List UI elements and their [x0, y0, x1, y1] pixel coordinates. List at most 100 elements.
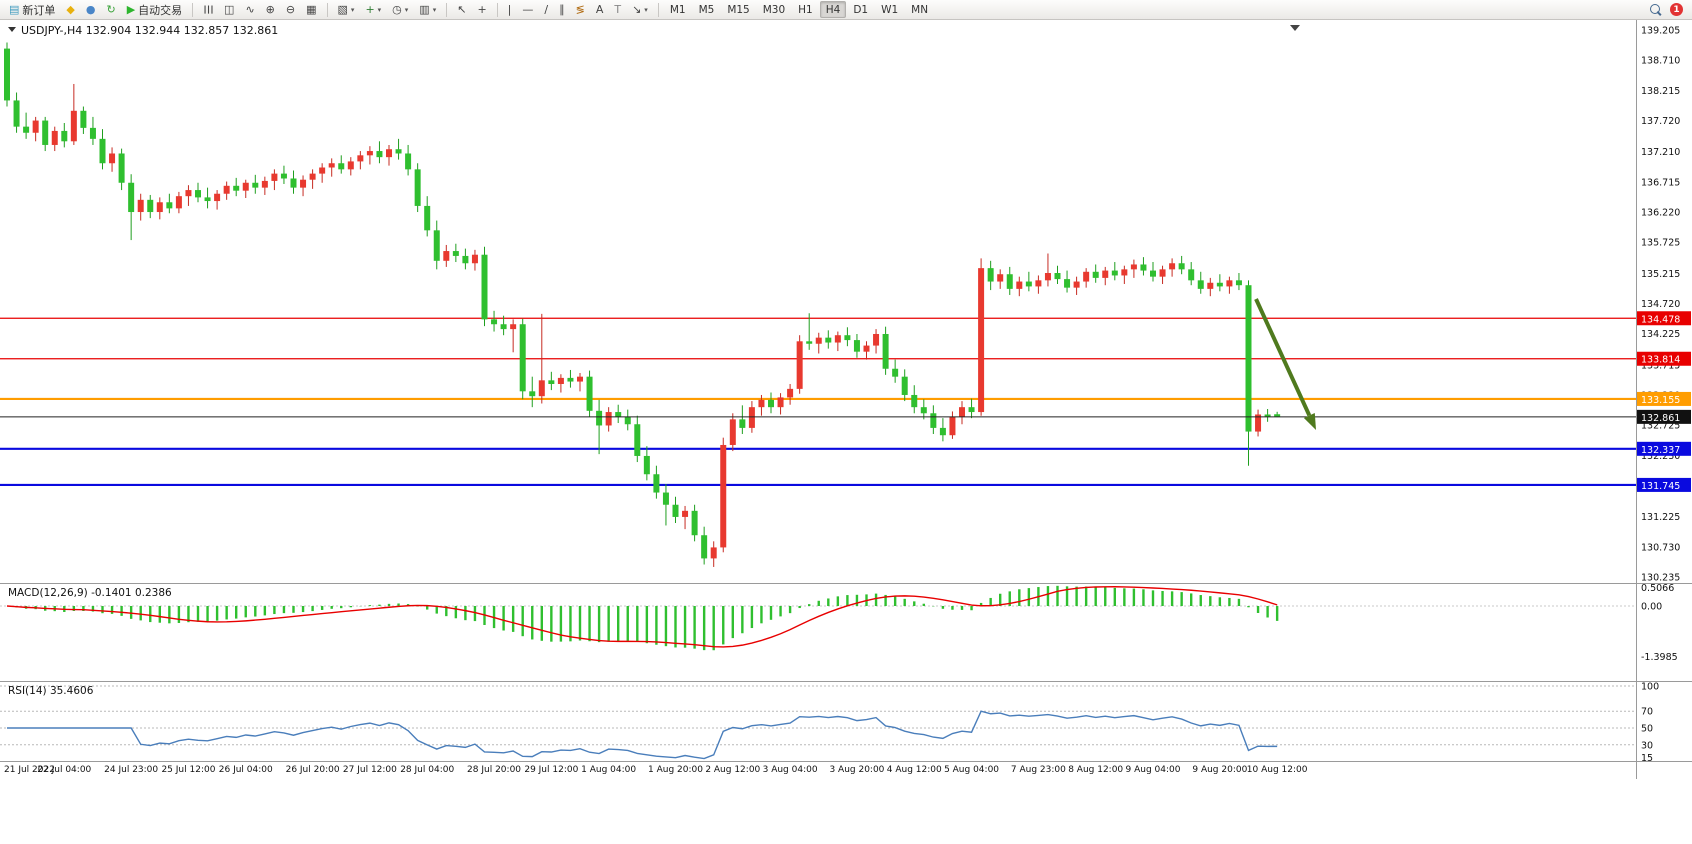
indicators-button[interactable]: + ▾ [360, 1, 386, 18]
candle-body [1216, 282, 1223, 287]
bar-chart-button[interactable]: ☰ [198, 1, 218, 18]
candle-body [491, 319, 498, 325]
refresh-button[interactable]: ↻ [101, 1, 120, 18]
trendline-button[interactable]: ∕ [539, 1, 553, 18]
candle-body [1188, 269, 1195, 281]
candle-body [720, 444, 727, 548]
channel-button[interactable]: ∥ [554, 1, 570, 18]
candle-body [1064, 279, 1071, 288]
cursor-button[interactable]: ↖ [452, 1, 471, 18]
candle-body [978, 268, 985, 413]
time-axis-label: 1 Aug 04:00 [581, 765, 636, 775]
time-axis-label: 25 Jul 12:00 [161, 765, 215, 775]
tile-windows-button[interactable]: ▦ [301, 1, 321, 18]
candle-body [538, 380, 545, 397]
candle-body [701, 535, 708, 559]
time-axis-label: 26 Jul 20:00 [286, 765, 340, 775]
candle-body [13, 100, 20, 127]
community-icon: ● [85, 3, 96, 16]
candle-body [586, 376, 593, 411]
time-axis-label: 2 Aug 12:00 [705, 765, 760, 775]
timeframe-m5-button[interactable]: M5 [698, 3, 715, 16]
crosshair-button[interactable]: + [472, 1, 491, 18]
timeframe-mn-button[interactable]: MN [911, 3, 929, 16]
candle-body [452, 251, 459, 256]
dropdown-caret-icon: ▾ [350, 5, 355, 14]
price-label-box [1637, 409, 1691, 424]
new-order-icon: ▤ [9, 3, 20, 16]
timeframe-m30-button[interactable]: M30 [762, 3, 786, 16]
horizontal-line-icon: — [522, 3, 534, 16]
ohlc-collapse-triangle[interactable] [8, 27, 16, 32]
time-axis-label: 8 Aug 12:00 [1068, 765, 1123, 775]
price-label-box [1637, 311, 1691, 326]
candle-body [42, 120, 49, 145]
indicators-icon: + [365, 3, 375, 16]
arrows-button[interactable]: ↘ ▾ [627, 1, 653, 18]
chart-canvas[interactable]: 139.205 138.710 138.215 137.720 137.210 136.7… [0, 20, 1692, 844]
timeframe-d1-button[interactable]: D1 [853, 3, 869, 16]
deposit-button[interactable]: ◆ [61, 1, 79, 18]
candle-body [968, 407, 975, 413]
timeframe-h4-button[interactable]: H4 [819, 1, 847, 18]
candle-body [156, 202, 163, 213]
notification-badge[interactable]: 1 [1670, 3, 1683, 16]
line-chart-button[interactable]: ∿ [240, 1, 259, 18]
zoom-in-button[interactable]: ⊕ [261, 1, 280, 18]
label-button[interactable]: T [609, 1, 626, 18]
periods-button[interactable]: ◷ ▾ [387, 1, 413, 18]
chart-settings-button[interactable]: ▥ ▾ [414, 1, 441, 18]
candle-body [1073, 281, 1080, 288]
timeframe-m15-button[interactable]: M15 [727, 3, 750, 16]
candle-body [1159, 269, 1166, 277]
fibonacci-button[interactable]: ≶ [571, 1, 590, 18]
time-axis-label: 24 Jul 23:00 [104, 765, 158, 775]
candlestick-chart-button[interactable]: ◫ [219, 1, 239, 18]
refresh-icon: ↻ [106, 3, 116, 16]
candle-body [863, 345, 870, 352]
candle-body [519, 324, 526, 392]
macd-signal-line [6, 586, 1278, 648]
new-order-button[interactable]: ▤ 新订单 [4, 1, 60, 18]
text-button[interactable]: A [591, 1, 609, 18]
vertical-line-button[interactable]: | [503, 1, 517, 18]
candle-body [433, 230, 440, 261]
algo-trading-button[interactable]: ▶ 自动交易 [122, 1, 187, 18]
macd-axis-label: -1.3985 [1641, 652, 1678, 663]
candle-body [768, 399, 774, 408]
new-chart-button[interactable]: ▧ ▾ [333, 1, 360, 18]
candle-body [338, 163, 345, 170]
candle-body [1016, 281, 1023, 289]
chart-shift-marker[interactable] [1290, 25, 1300, 31]
candle-body [1006, 274, 1013, 289]
zoom-out-button[interactable]: ⊖ [281, 1, 300, 18]
horizontal-line-button[interactable]: — [517, 1, 538, 18]
candle-body [901, 376, 908, 395]
price-label-text: 133.155 [1641, 395, 1680, 406]
timeframe-w1-button[interactable]: W1 [881, 3, 899, 16]
forecast-arrow[interactable] [1254, 298, 1312, 417]
timeframe-h1-button[interactable]: H1 [798, 3, 813, 16]
candle-body [662, 492, 669, 505]
community-button[interactable]: ● [81, 1, 101, 18]
candle-body [1274, 414, 1281, 417]
rsi-axis-label: 50 [1641, 724, 1653, 735]
price-axis-label: 135.725 [1641, 238, 1680, 249]
candle-body [175, 196, 182, 209]
timeframe-m1-button[interactable]: M1 [669, 3, 686, 16]
candle-body [815, 337, 822, 344]
candle-body [548, 380, 555, 384]
candle-body [70, 110, 77, 142]
candle-body [23, 126, 30, 133]
candle-body [261, 180, 268, 188]
candle-body [653, 474, 660, 493]
candle-body [1226, 280, 1233, 287]
candle-body [89, 127, 96, 139]
candle-body [577, 376, 583, 382]
toolbar-items: ▤ 新订单 ◆ ● ↻ ▶ 自动交易 ☰ ◫ ∿ ⊕ ⊖ ▦ ▧ ▾ + ▾ ◷ ▾ ▥ ▾ ↖ + | — ∕ ∥ ≶ A T ↘ ▾ M1 M… [4, 1, 1650, 18]
time-axis-label: 9 Aug 04:00 [1126, 765, 1181, 775]
search-icon[interactable] [1650, 3, 1662, 16]
rsi-axis-label: 30 [1641, 740, 1653, 751]
price-axis-label: 133.715 [1641, 360, 1680, 371]
price-label-box [1637, 441, 1691, 456]
